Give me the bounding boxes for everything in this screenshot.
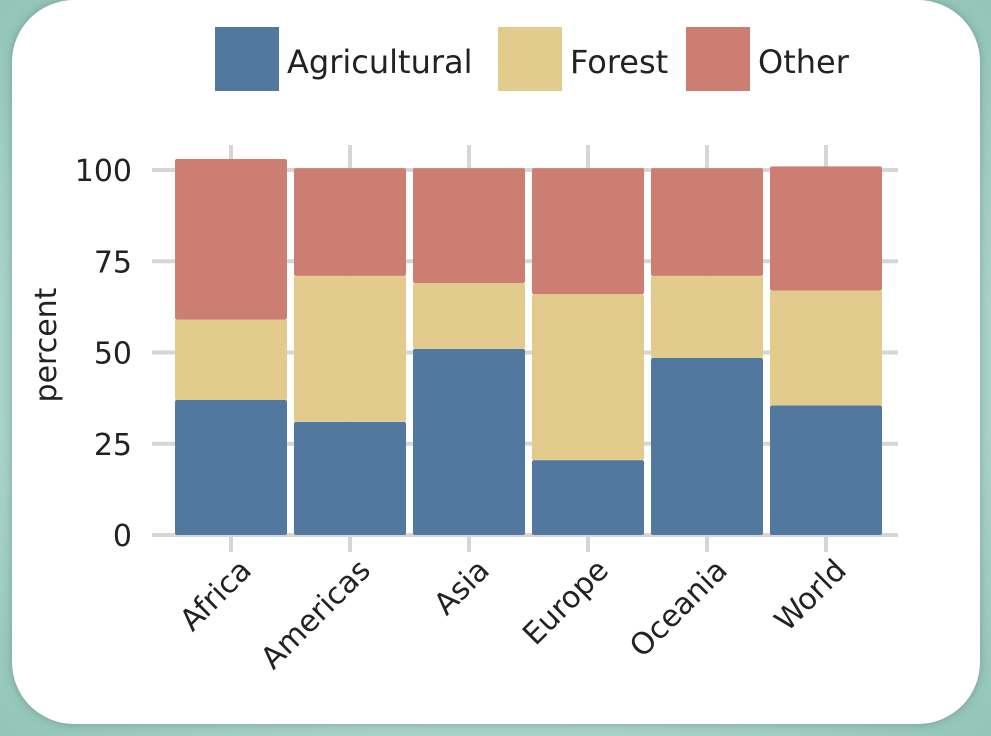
- legend: Agricultural Forest Other: [215, 27, 850, 91]
- bar-oceania-other: [651, 168, 763, 276]
- bar-africa-forest: [175, 319, 287, 400]
- legend-swatch-other: [686, 27, 750, 91]
- legend-label-agricultural: Agricultural: [287, 43, 473, 81]
- x-tick-label-africa: Africa: [173, 553, 258, 638]
- bar-americas-other: [294, 168, 406, 276]
- bar-asia-other: [413, 168, 525, 284]
- bar-americas-forest: [294, 275, 406, 422]
- x-tick-label-americas: Americas: [254, 553, 377, 676]
- legend-swatch-agricultural: [215, 27, 279, 91]
- x-tick-label-asia: Asia: [427, 553, 496, 622]
- x-tick-label-europe: Europe: [516, 553, 615, 652]
- bar-oceania-forest: [651, 275, 763, 358]
- bar-europe-forest: [532, 294, 644, 461]
- y-axis-ticks: 0 25 50 75 100: [75, 154, 132, 554]
- legend-label-forest: Forest: [570, 43, 668, 81]
- bar-europe-other: [532, 168, 644, 295]
- y-axis-label: percent: [29, 287, 64, 402]
- x-tick-label-oceania: Oceania: [623, 553, 735, 665]
- bar-asia-agricultural: [413, 348, 525, 535]
- y-tick-label-25: 25: [94, 428, 132, 463]
- legend-label-other: Other: [758, 43, 850, 81]
- y-tick-label-0: 0: [113, 519, 132, 554]
- bar-europe-agricultural: [532, 460, 644, 535]
- bar-oceania-agricultural: [651, 357, 763, 535]
- y-tick-label-50: 50: [94, 337, 132, 372]
- bar-world-forest: [770, 290, 882, 406]
- bar-africa-other: [175, 159, 287, 320]
- bar-americas-agricultural: [294, 421, 406, 535]
- y-tick-label-75: 75: [94, 245, 132, 280]
- bar-africa-agricultural: [175, 399, 287, 535]
- x-tick-label-world: World: [768, 553, 854, 639]
- y-tick-label-100: 100: [75, 154, 132, 189]
- bar-world-agricultural: [770, 405, 882, 535]
- bar-layer: [175, 159, 882, 535]
- legend-swatch-forest: [498, 27, 562, 91]
- bar-world-other: [770, 166, 882, 291]
- bar-asia-forest: [413, 283, 525, 349]
